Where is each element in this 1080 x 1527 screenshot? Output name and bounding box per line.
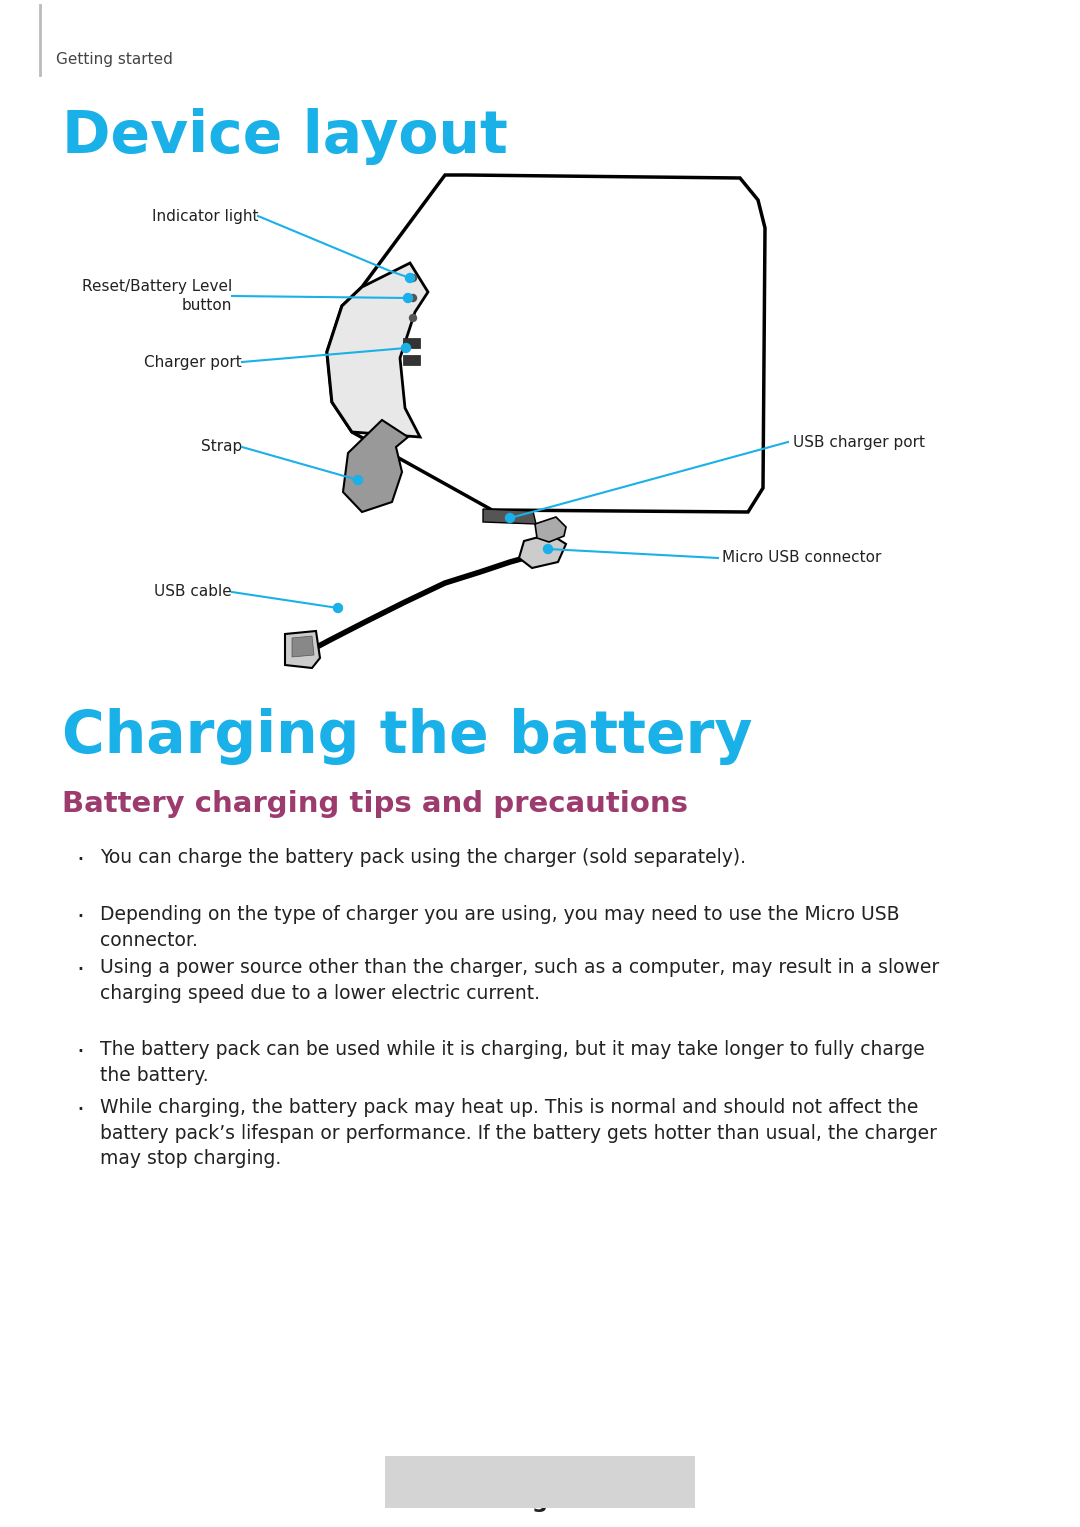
Text: Depending on the type of charger you are using, you may need to use the Micro US: Depending on the type of charger you are…: [100, 906, 900, 950]
Text: ·: ·: [76, 1040, 84, 1064]
Text: 3: 3: [532, 1496, 548, 1516]
Text: button: button: [181, 298, 232, 313]
Text: ·: ·: [76, 847, 84, 872]
Polygon shape: [327, 176, 765, 512]
Text: Charger port: Charger port: [145, 354, 242, 370]
FancyBboxPatch shape: [384, 1457, 696, 1509]
Circle shape: [334, 603, 342, 612]
Text: English (UK): English (UK): [494, 1478, 586, 1493]
Circle shape: [409, 295, 417, 301]
Text: ·: ·: [76, 906, 84, 928]
Circle shape: [409, 315, 417, 322]
Text: Micro USB connector: Micro USB connector: [723, 551, 881, 565]
Text: USB charger port: USB charger port: [793, 435, 924, 449]
Text: ·: ·: [76, 1098, 84, 1122]
Text: ·: ·: [76, 957, 84, 982]
Circle shape: [402, 344, 410, 353]
Polygon shape: [519, 534, 566, 568]
Circle shape: [543, 545, 553, 553]
Circle shape: [353, 475, 363, 484]
Polygon shape: [483, 508, 536, 524]
Text: The battery pack can be used while it is charging, but it may take longer to ful: The battery pack can be used while it is…: [100, 1040, 924, 1084]
Text: You can charge the battery pack using the charger (sold separately).: You can charge the battery pack using th…: [100, 847, 746, 867]
Circle shape: [409, 275, 417, 281]
Polygon shape: [327, 263, 428, 437]
Polygon shape: [403, 354, 420, 365]
Text: Charging the battery: Charging the battery: [62, 709, 753, 765]
Text: Indicator light: Indicator light: [151, 209, 258, 223]
Circle shape: [405, 273, 415, 282]
Text: Strap: Strap: [201, 440, 242, 455]
Text: Reset/Battery Level: Reset/Battery Level: [82, 279, 232, 295]
Circle shape: [404, 293, 413, 302]
Text: Getting started: Getting started: [56, 52, 173, 67]
Polygon shape: [343, 420, 408, 512]
Polygon shape: [292, 637, 314, 657]
Text: Battery charging tips and precautions: Battery charging tips and precautions: [62, 789, 688, 818]
Text: USB cable: USB cable: [154, 585, 232, 600]
Text: Device layout: Device layout: [62, 108, 508, 165]
Polygon shape: [285, 631, 320, 667]
Polygon shape: [403, 337, 420, 348]
Text: Using a power source other than the charger, such as a computer, may result in a: Using a power source other than the char…: [100, 957, 940, 1003]
Polygon shape: [535, 518, 566, 542]
Circle shape: [505, 513, 514, 522]
Text: While charging, the battery pack may heat up. This is normal and should not affe: While charging, the battery pack may hea…: [100, 1098, 937, 1168]
